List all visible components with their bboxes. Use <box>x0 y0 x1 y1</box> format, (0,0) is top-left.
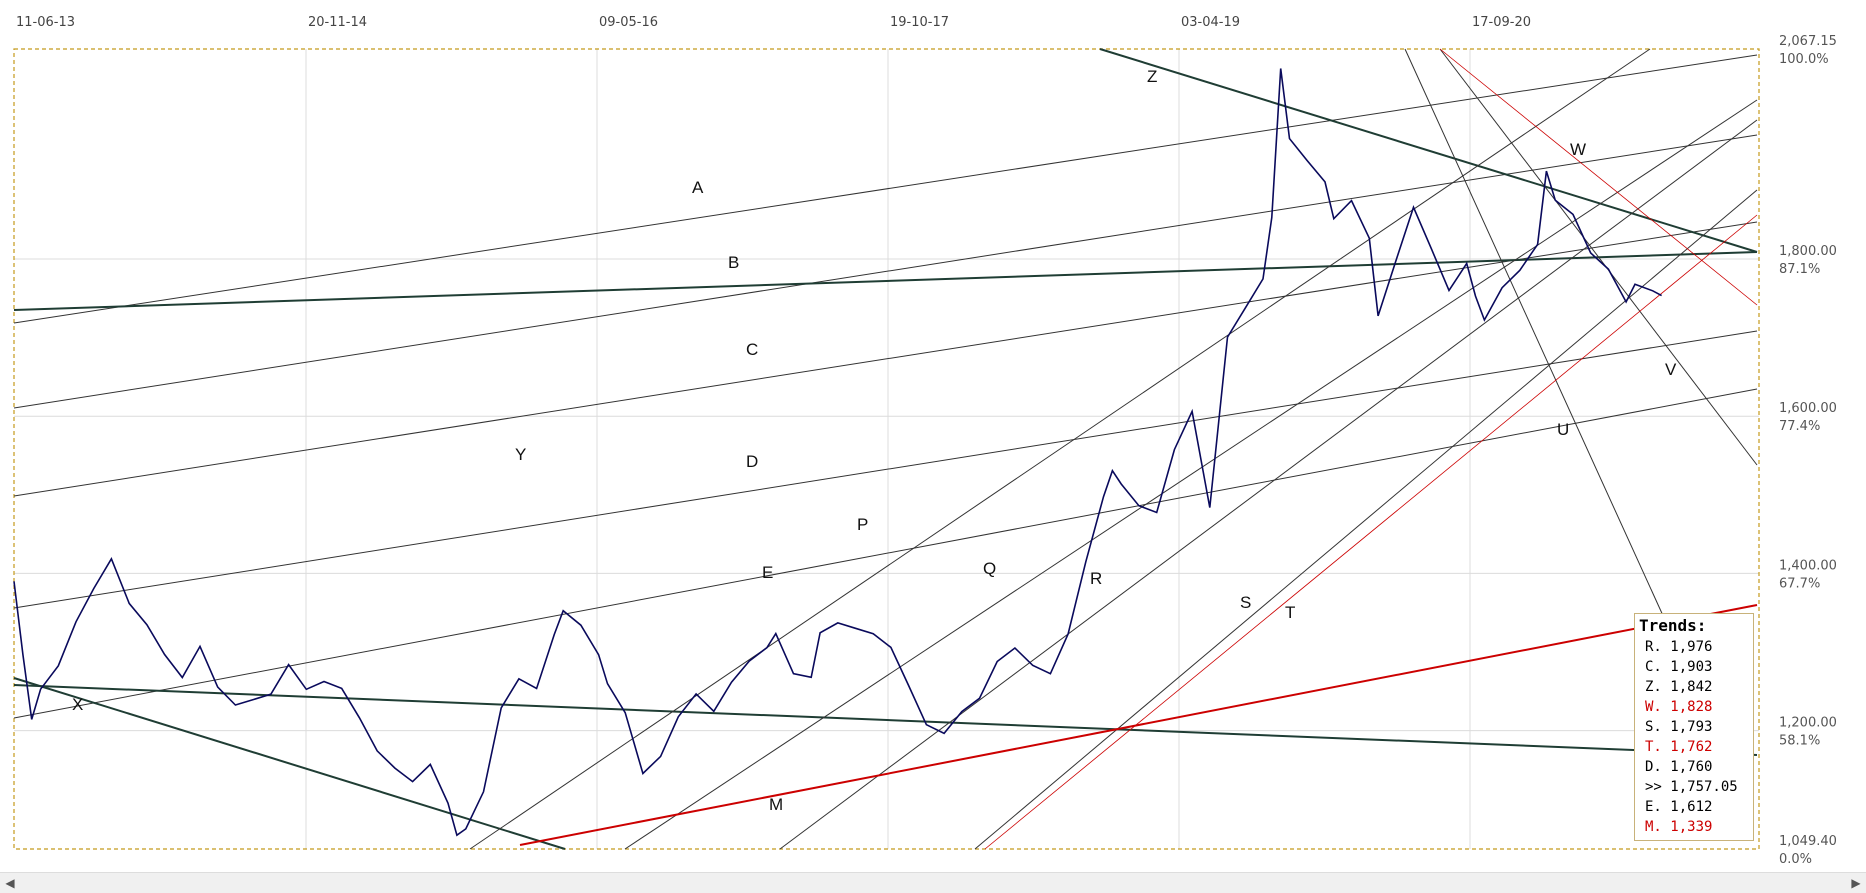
y-tick-price: 1,400.00 <box>1779 558 1837 573</box>
trend-line <box>469 48 1651 850</box>
trends-rows: R. 1,976 C. 1,903 Z. 1,842 W. 1,828 S. 1,793… <box>1639 637 1749 837</box>
y-tick-price: 1,600.00 <box>1779 401 1837 416</box>
trend-row: E. 1,612 <box>1645 799 1713 815</box>
x-tick-label: 19-10-17 <box>890 15 949 30</box>
y-tick-percent: 100.0% <box>1779 52 1829 67</box>
trend-label-x: X <box>72 695 83 714</box>
y-tick-percent: 87.1% <box>1779 262 1820 277</box>
trend-line <box>519 604 1758 846</box>
trend-line <box>13 388 1758 719</box>
trend-label-c: C <box>746 340 758 359</box>
trend-line <box>984 214 1758 850</box>
trend-line <box>13 684 1758 756</box>
trend-line <box>13 221 1758 497</box>
trend-label-r: R <box>1090 569 1102 588</box>
trend-label-u: U <box>1557 420 1569 439</box>
trend-label-m: M <box>769 795 783 814</box>
horizontal-scrollbar[interactable]: ◀ ▶ <box>0 872 1866 893</box>
trend-label-e: E <box>762 563 773 582</box>
trend-line <box>1439 48 1758 466</box>
y-tick-price: 1,200.00 <box>1779 716 1837 731</box>
trend-label-a: A <box>692 178 704 197</box>
trend-label-w: W <box>1570 140 1586 159</box>
trend-lines <box>13 48 1758 850</box>
trend-label-d: D <box>746 452 758 471</box>
y-tick-price: 1,800.00 <box>1779 244 1837 259</box>
y-tick-percent: 0.0% <box>1779 852 1812 867</box>
y-tick-price: 1,049.40 <box>1779 834 1837 849</box>
trend-row: D. 1,760 <box>1645 759 1713 775</box>
trend-label-z: Z <box>1147 67 1157 86</box>
y-tick-percent: 58.1% <box>1779 734 1820 749</box>
trend-row: S. 1,793 <box>1645 719 1713 735</box>
trend-row: M. 1,339 <box>1645 819 1713 835</box>
grid-lines <box>14 49 1759 849</box>
trend-line <box>1439 48 1758 306</box>
x-tick-label: 03-04-19 <box>1181 15 1240 30</box>
trend-row: Z. 1,842 <box>1645 679 1713 695</box>
trend-label-s: S <box>1240 593 1251 612</box>
trend-line <box>1404 48 1666 621</box>
x-tick-label: 11-06-13 <box>16 15 75 30</box>
plot-frame <box>13 48 1760 850</box>
trend-label-b: B <box>728 253 739 272</box>
trend-line <box>1099 48 1758 253</box>
trends-legend: Trends: R. 1,976 C. 1,903 Z. 1,842 W. 1,828… <box>1634 613 1754 841</box>
y-tick-percent: 77.4% <box>1779 419 1820 434</box>
trend-label-t: T <box>1285 603 1295 622</box>
scroll-right-icon[interactable]: ▶ <box>1851 876 1861 890</box>
trend-label-q: Q <box>983 559 996 578</box>
trend-row: >> 1,757.05 <box>1645 779 1738 795</box>
trend-label-p: P <box>857 515 868 534</box>
trend-row: W. 1,828 <box>1645 699 1713 715</box>
trend-line <box>624 99 1758 850</box>
x-tick-label: 09-05-16 <box>599 15 658 30</box>
trend-row: C. 1,903 <box>1645 659 1713 675</box>
trend-label-v: V <box>1665 360 1677 379</box>
trend-labels: A B C D E P Q R S T U V W X Y Z M <box>72 67 1677 814</box>
y-axis-ticks: 2,067.15 100.0% 1,800.00 87.1% 1,600.00 77.4%… <box>1779 34 1837 867</box>
trend-label-y: Y <box>515 445 526 464</box>
trends-title: Trends: <box>1639 616 1707 635</box>
trend-line <box>13 54 1758 324</box>
trend-line <box>779 119 1758 850</box>
y-tick-percent: 67.7% <box>1779 576 1820 591</box>
price-chart: 11-06-13 20-11-14 09-05-16 19-10-17 03-04-19… <box>13 15 1837 867</box>
trend-line <box>13 330 1758 609</box>
trend-line <box>13 251 1758 311</box>
y-tick-price: 2,067.15 <box>1779 34 1837 49</box>
x-axis-ticks: 11-06-13 20-11-14 09-05-16 19-10-17 03-04-19… <box>16 15 1531 30</box>
trend-row: R. 1,976 <box>1645 639 1713 655</box>
trend-line <box>13 677 566 850</box>
scroll-left-icon[interactable]: ◀ <box>5 876 15 890</box>
x-tick-label: 17-09-20 <box>1472 15 1531 30</box>
trend-row: T. 1,762 <box>1645 739 1713 755</box>
price-series-line <box>13 68 1662 837</box>
trend-line <box>13 134 1758 409</box>
x-tick-label: 20-11-14 <box>308 15 367 30</box>
